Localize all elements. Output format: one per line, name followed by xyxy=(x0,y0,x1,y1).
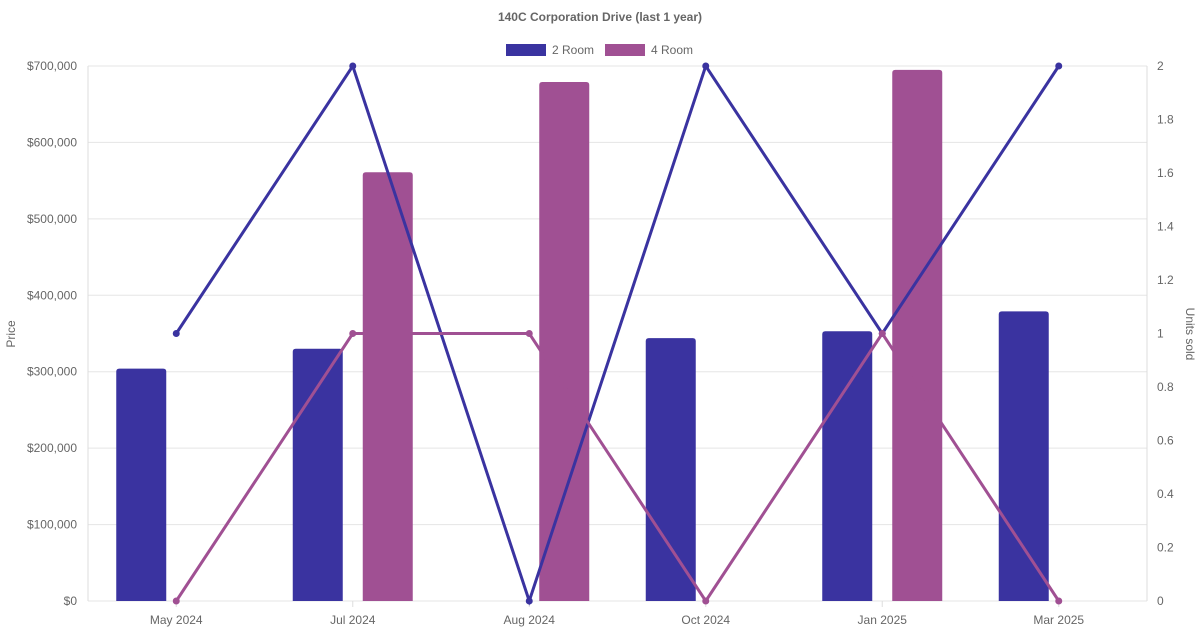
y2-tick-label: 0 xyxy=(1157,594,1164,608)
x-tick-label: Mar 2025 xyxy=(1033,613,1084,627)
bar-2-room xyxy=(292,348,343,601)
bar-4-room xyxy=(539,82,590,602)
x-tick-label: Jan 2025 xyxy=(858,613,908,627)
y2-tick-label: 0.2 xyxy=(1157,541,1174,555)
y2-tick-label: 1.4 xyxy=(1157,220,1174,234)
legend-label-4-room[interactable]: 4 Room xyxy=(651,43,693,57)
y-tick-label: $500,000 xyxy=(27,212,77,226)
x-tick-label: Aug 2024 xyxy=(504,613,556,627)
x-tick-label: May 2024 xyxy=(150,613,203,627)
point-units-4-room xyxy=(172,597,180,605)
bar-4-room xyxy=(362,172,413,601)
y2-tick-label: 1 xyxy=(1157,327,1164,341)
bar-2-room xyxy=(116,368,167,601)
y2-axis-label: Units sold xyxy=(1183,308,1197,361)
legend: 2 Room 4 Room xyxy=(506,43,693,57)
point-units-4-room xyxy=(1055,597,1063,605)
y2-tick-label: 0.6 xyxy=(1157,434,1174,448)
y2-tick-label: 1.8 xyxy=(1157,113,1174,127)
legend-swatch-2-room[interactable] xyxy=(506,44,546,56)
y-tick-label: $600,000 xyxy=(27,135,77,149)
point-units-2-room xyxy=(349,62,357,70)
point-units-4-room xyxy=(349,330,357,337)
chart-title: 140C Corporation Drive (last 1 year) xyxy=(498,10,702,24)
x-tick-label: Oct 2024 xyxy=(681,613,730,627)
legend-swatch-4-room[interactable] xyxy=(605,44,645,56)
point-units-2-room xyxy=(172,330,180,337)
point-units-2-room xyxy=(525,597,533,605)
y2-tick-label: 2 xyxy=(1157,59,1164,73)
y-tick-label: $0 xyxy=(64,594,78,608)
line-units-2-room xyxy=(174,62,1061,606)
bar-4-room xyxy=(892,69,943,602)
y-axis-label: Price xyxy=(4,320,18,348)
x-tick-label: Jul 2024 xyxy=(330,613,376,627)
point-units-2-room xyxy=(702,62,710,70)
bar-2-room xyxy=(645,338,696,601)
point-units-2-room xyxy=(1055,62,1063,70)
point-units-4-room xyxy=(878,330,886,337)
y2-tick-label: 1.6 xyxy=(1157,166,1174,180)
point-units-4-room xyxy=(702,597,710,605)
point-units-4-room xyxy=(525,330,533,337)
y-tick-label: $300,000 xyxy=(27,365,77,379)
y2-tick-label: 1.2 xyxy=(1157,273,1174,287)
y2-tick-label: 0.4 xyxy=(1157,487,1174,501)
y-tick-label: $100,000 xyxy=(27,518,77,532)
y-tick-label: $200,000 xyxy=(27,441,77,455)
line-units-4-room xyxy=(174,330,1061,604)
y-tick-label: $700,000 xyxy=(27,59,77,73)
bar-2-room xyxy=(822,331,873,601)
y2-tick-label: 0.8 xyxy=(1157,380,1174,394)
bar-2-room xyxy=(998,311,1049,601)
y-tick-label: $400,000 xyxy=(27,288,77,302)
legend-label-2-room[interactable]: 2 Room xyxy=(552,43,594,57)
